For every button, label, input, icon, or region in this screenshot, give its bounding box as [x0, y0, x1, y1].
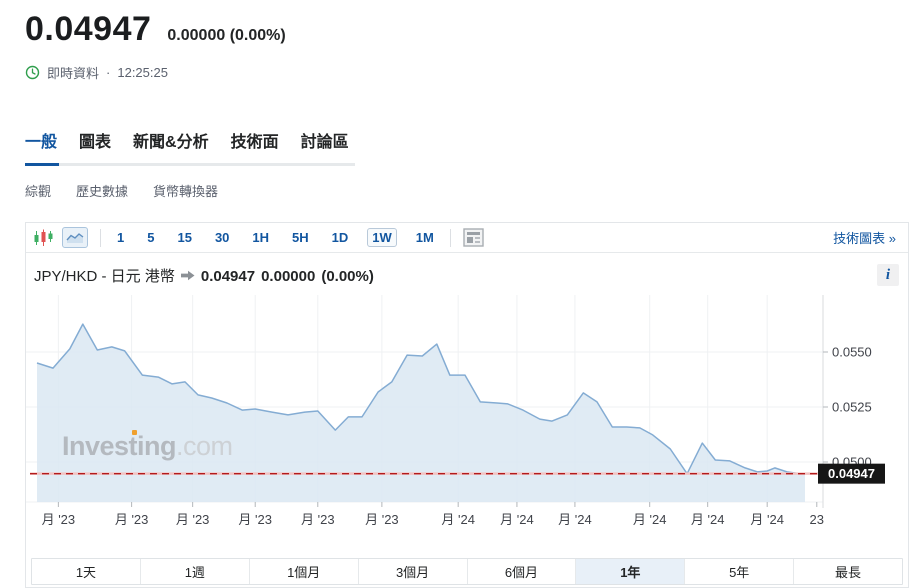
toolbar-divider [449, 228, 451, 247]
area-chart-icon[interactable] [62, 227, 88, 248]
current-price-badge [818, 463, 885, 484]
y-axis-label: 0.0550 [832, 345, 872, 360]
candlestick-chart-icon[interactable] [34, 229, 53, 247]
interval-1m[interactable]: 1M [415, 230, 434, 245]
status-label: 即時資料 [47, 66, 100, 81]
change-value: 0.00000 [167, 27, 226, 44]
x-axis-label: 月 '24 [558, 512, 592, 527]
chart-price: 0.04947 [200, 268, 256, 285]
tab-underline-track [25, 163, 355, 166]
chart-change-percent: (0.00%) [321, 268, 374, 285]
main-tabs: 一般 圖表 新聞&分析 技術面 討論區 [25, 128, 355, 166]
sub-nav: 綜觀 歷史數據 貨幣轉換器 [25, 181, 218, 200]
x-axis-label: 月 '23 [365, 512, 399, 527]
chart-change: 0.00000 [261, 268, 316, 285]
status-separator: · [106, 65, 111, 80]
range-5years[interactable]: 5年 [684, 559, 794, 584]
x-axis-label: 月 '23 [115, 512, 149, 527]
subnav-currency-converter[interactable]: 貨幣轉換器 [153, 184, 219, 199]
range-1day[interactable]: 1天 [32, 559, 140, 584]
chart-title: JPY/HKD - 日元 港幣 0.04947 0.00000 (0.00%) [26, 253, 908, 286]
watermark-light: .com [176, 431, 233, 461]
range-6months[interactable]: 6個月 [466, 559, 576, 584]
arrow-right-icon [180, 270, 195, 281]
change-percent: (0.00%) [229, 27, 286, 44]
x-axis-label: 23 [810, 512, 824, 527]
interval-1d[interactable]: 1D [331, 230, 349, 245]
x-axis-label: 月 '23 [238, 512, 272, 527]
interval-1h[interactable]: 1H [252, 230, 270, 245]
x-axis-label: 月 '24 [633, 512, 667, 527]
chart-container: 1 5 15 30 1H 5H 1D 1W 1M 技術圖表 » [25, 222, 909, 588]
news-layout-icon[interactable] [463, 228, 484, 247]
chart-body: JPY/HKD - 日元 港幣 0.04947 0.00000 (0.00%) … [26, 253, 908, 587]
x-axis-label: 月 '24 [441, 512, 475, 527]
clock-icon [25, 65, 40, 80]
interval-15[interactable]: 15 [177, 230, 192, 245]
interval-buttons: 1 5 15 30 1H 5H 1D 1W 1M [113, 228, 438, 247]
interval-5[interactable]: 5 [147, 230, 155, 245]
subnav-overview[interactable]: 綜觀 [25, 184, 52, 199]
price-chart[interactable]: 0.0550 0.0525 0.0500 月 '23 月 '23 月 '23 月 '23 月 … [26, 295, 908, 540]
current-price-badge-label: 0.04947 [828, 466, 875, 481]
current-price: 0.04947 [25, 10, 152, 48]
tab-general[interactable]: 一般 [25, 134, 58, 151]
range-1month[interactable]: 1個月 [248, 559, 358, 584]
interval-30[interactable]: 30 [214, 230, 230, 245]
range-selector: 1天 1週 1個月 3個月 6個月 1年 5年 最長 [31, 558, 903, 585]
range-1year[interactable]: 1年 [575, 559, 685, 584]
range-1week[interactable]: 1週 [139, 559, 249, 584]
x-axis-label: 月 '24 [691, 512, 725, 527]
range-3months[interactable]: 3個月 [357, 559, 467, 584]
y-axis-label: 0.0525 [832, 400, 872, 415]
x-axis-label: 月 '24 [750, 512, 784, 527]
range-max[interactable]: 最長 [793, 559, 902, 584]
x-axis-label: 月 '24 [500, 512, 534, 527]
watermark-accent-dot [132, 430, 137, 435]
price-change: 0.00000 (0.00%) [167, 27, 285, 45]
chart-toolbar: 1 5 15 30 1H 5H 1D 1W 1M 技術圖表 » [26, 223, 908, 253]
subnav-historical-data[interactable]: 歷史數據 [76, 184, 129, 199]
tab-charts[interactable]: 圖表 [79, 134, 112, 151]
realtime-status: 即時資料 · 12:25:25 [25, 63, 168, 82]
tab-discussion[interactable]: 討論區 [300, 134, 349, 151]
x-axis-label: 月 '23 [42, 512, 76, 527]
watermark: Investing.com [62, 430, 233, 462]
area-fill [37, 324, 805, 502]
tab-technical[interactable]: 技術面 [230, 134, 279, 151]
x-axis-label: 月 '23 [176, 512, 210, 527]
interval-5h[interactable]: 5H [292, 230, 309, 245]
interval-1[interactable]: 1 [117, 230, 125, 245]
price-header: 0.04947 0.00000 (0.00%) [25, 10, 286, 49]
price-line [36, 323, 805, 475]
instrument-name: JPY/HKD - 日元 港幣 [34, 268, 175, 285]
toolbar-divider [100, 228, 101, 247]
status-time: 12:25:25 [117, 65, 168, 80]
watermark-bold: Investing [62, 431, 177, 461]
info-icon[interactable]: i [877, 264, 899, 286]
interval-1w[interactable]: 1W [367, 228, 397, 247]
x-axis-label: 月 '23 [301, 512, 335, 527]
technical-chart-link[interactable]: 技術圖表 » [833, 231, 896, 246]
tab-news-analysis[interactable]: 新聞&分析 [133, 134, 209, 151]
active-tab-indicator [25, 163, 59, 166]
